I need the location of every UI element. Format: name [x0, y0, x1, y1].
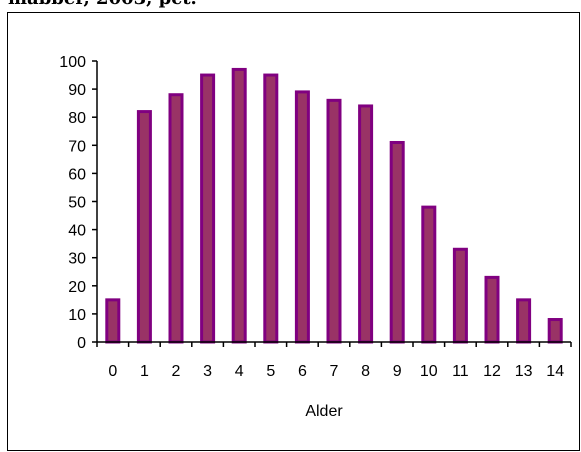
x-tick-label: 3 [203, 363, 212, 380]
y-tick-label: 90 [68, 82, 86, 99]
x-tick-label: 2 [172, 363, 181, 380]
bar [547, 318, 563, 344]
bar [200, 73, 216, 344]
x-tick-label: 11 [452, 363, 469, 380]
chart-frame [7, 12, 580, 451]
bar [484, 275, 500, 344]
y-tick-label: 50 [68, 195, 86, 212]
bar [452, 247, 468, 344]
x-tick-label: 5 [266, 363, 275, 380]
x-tick-label: 1 [140, 363, 149, 380]
x-tick-label: 10 [420, 363, 438, 380]
y-axis: 0 10 20 30 40 50 60 70 80 90 100 [59, 54, 97, 352]
bar [358, 104, 374, 344]
x-tick-label: 9 [393, 363, 402, 380]
bar [294, 90, 310, 344]
y-tick-label: 10 [68, 307, 86, 324]
bar [105, 298, 121, 344]
chart-title: mabber, 2003, pct. [8, 0, 197, 9]
x-tick-label: 12 [483, 363, 501, 380]
bar [263, 73, 279, 344]
bar [168, 93, 184, 344]
y-tick-label: 20 [68, 279, 86, 296]
y-tick-label: 40 [68, 223, 86, 240]
x-tick-label: 13 [515, 363, 533, 380]
y-tick-label: 70 [68, 138, 86, 155]
bar [136, 110, 152, 344]
y-tick-label: 60 [68, 166, 86, 183]
x-tick-label: 14 [546, 363, 564, 380]
bar-series [105, 67, 563, 344]
bar [389, 140, 405, 344]
x-tick-label: 4 [235, 363, 244, 380]
x-axis: 0 1 2 3 4 5 6 7 8 9 10 11 12 13 14 [96, 342, 572, 380]
bar [231, 67, 247, 344]
y-tick-label: 100 [59, 54, 86, 71]
bar [516, 298, 532, 344]
bar [421, 205, 437, 344]
x-tick-label: 8 [361, 363, 370, 380]
y-tick-label: 80 [68, 110, 86, 127]
x-tick-label: 7 [330, 363, 339, 380]
x-tick-label: 0 [108, 363, 117, 380]
x-tick-label: 6 [298, 363, 307, 380]
y-tick-label: 30 [68, 251, 86, 268]
x-axis-title: Alder [305, 403, 343, 420]
y-tick-label: 0 [77, 335, 86, 352]
bar [326, 98, 342, 344]
